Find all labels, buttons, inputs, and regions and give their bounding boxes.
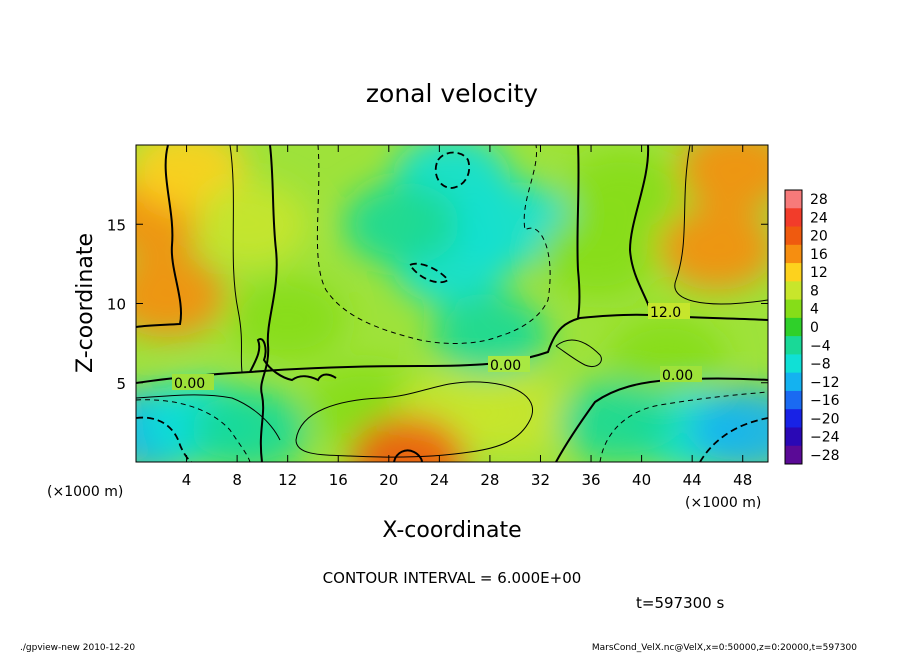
- colorbar-label: −24: [810, 430, 840, 446]
- x-tick-label: 48: [733, 471, 752, 489]
- field-blob: [678, 145, 768, 211]
- colorbar-label: 20: [810, 229, 828, 245]
- contour-dashed-lower-right-thin: [599, 391, 768, 462]
- colorbar-swatch: [785, 390, 802, 410]
- contour-zero-left: [259, 145, 278, 462]
- contour-warm-bottom: [393, 449, 423, 462]
- colorbar-swatch: [785, 281, 802, 301]
- colorbar-label: −8: [810, 357, 831, 373]
- x-unit-left: (×1000 m): [47, 484, 123, 500]
- colorbar-swatch: [785, 336, 802, 355]
- field-layer: [136, 145, 768, 462]
- colorbar-swatch: [785, 190, 802, 209]
- time-label: t=597300 s: [636, 594, 724, 612]
- x-tick-label: 16: [329, 471, 348, 489]
- x-axis-label: X-coordinate: [382, 518, 521, 543]
- field-blob: [539, 213, 656, 298]
- x-axis: 4 8 12 16 20 24 28 32 36 40 44 48: [182, 145, 752, 489]
- field-blob: [191, 388, 308, 462]
- contour-zero-left-upper: [136, 145, 182, 328]
- contour-dashed-3: [408, 262, 450, 284]
- chart-title: zonal velocity: [366, 79, 538, 108]
- colorbar-swatch: [785, 372, 802, 392]
- colorbar-swatch: [785, 263, 802, 282]
- colorbar-swatch: [785, 226, 802, 246]
- contour-dashed-lower-right: [699, 417, 768, 462]
- contour-zero-mid-vertical: [576, 145, 581, 319]
- field-blob: [343, 182, 460, 267]
- colorbar-frame: [784, 189, 803, 465]
- x-tick-label: 12: [278, 471, 297, 489]
- contour-dashed-lower-left-thin: [136, 399, 251, 462]
- colorbar-swatch: [785, 409, 802, 428]
- colorbar-label: −28: [810, 448, 840, 464]
- colorbar-swatch: [785, 244, 802, 264]
- colorbar-swatch: [785, 354, 802, 374]
- contour-thin-left: [229, 145, 243, 373]
- colorbar-label: 8: [810, 283, 819, 299]
- x-tick-label: 4: [182, 471, 192, 489]
- colorbar-label: 0: [810, 320, 819, 336]
- field-blob: [659, 206, 768, 291]
- colorbar-swatch: [785, 445, 802, 465]
- field-blob: [558, 380, 675, 462]
- field-blob: [349, 416, 466, 462]
- field-blob: [564, 150, 681, 235]
- colorbar-label: −12: [810, 375, 840, 391]
- field-blob: [457, 372, 574, 457]
- footer-right: MarsCond_VelX.nc@VelX,x=0:50000,z=0:2000…: [592, 643, 857, 653]
- x-tick-label: 32: [531, 471, 550, 489]
- colorbar-label: 24: [810, 210, 828, 226]
- field-blob: [191, 182, 308, 267]
- contour-zero-right-low: [555, 377, 768, 462]
- x-unit-right: (×1000 m): [685, 495, 761, 511]
- colorbar: 28 24 20 16 12 8 4 0 −4 −8 −12 −16 −20 −24 −28: [784, 189, 840, 465]
- contour-thin-blob: [295, 381, 533, 458]
- x-tick-label: 28: [480, 471, 499, 489]
- plot-area: 0.00 0.00 0.00 12.0: [136, 145, 768, 462]
- contour-dashed-2: [434, 151, 471, 189]
- y-tick-label: 5: [116, 375, 126, 393]
- contour-wiggle: [249, 338, 337, 382]
- footer-left: ./gpview-new 2010-12-20: [20, 643, 135, 653]
- contour-thin-right: [674, 145, 768, 305]
- y-tick-label: 10: [107, 296, 126, 314]
- contour-label: 12.0: [650, 305, 681, 321]
- field-blob: [136, 253, 226, 338]
- y-axis-label: Z-coordinate: [73, 233, 98, 373]
- colorbar-label: 4: [810, 302, 819, 318]
- contour-label: 0.00: [490, 358, 521, 374]
- colorbar-label: −20: [810, 411, 840, 427]
- contour-thin-lower-left: [136, 394, 281, 441]
- contour-zero-right-upper: [628, 145, 653, 319]
- contour-label: 0.00: [174, 376, 205, 392]
- x-tick-label: 8: [232, 471, 242, 489]
- colorbar-swatch: [785, 299, 802, 319]
- field-blob: [691, 388, 768, 462]
- x-tick-label: 40: [632, 471, 651, 489]
- colorbar-label: −4: [810, 338, 831, 354]
- contour-dashed-lower-left: [136, 416, 193, 462]
- x-tick-label: 36: [581, 471, 600, 489]
- colorbar-label: −16: [810, 393, 840, 409]
- colorbar-label: 12: [810, 265, 828, 281]
- field-blob: [229, 277, 346, 362]
- x-tick-label: 20: [379, 471, 398, 489]
- colorbar-swatch: [785, 317, 802, 337]
- contour-labels: 0.00 0.00 0.00 12.0: [172, 303, 702, 392]
- colorbar-swatch: [785, 427, 802, 447]
- contour-interval-text: CONTOUR INTERVAL = 6.000E+00: [323, 569, 582, 587]
- contour-thin-cusp: [555, 339, 602, 368]
- colorbar-label: 16: [810, 247, 828, 263]
- y-axis: 5 10 15: [107, 216, 768, 393]
- contour-label: 0.00: [662, 368, 693, 384]
- colorbar-label: 28: [810, 192, 828, 208]
- x-tick-label: 44: [683, 471, 702, 489]
- x-tick-label: 24: [430, 471, 449, 489]
- contour-dashed-1: [316, 145, 551, 344]
- colorbar-swatch: [785, 208, 802, 228]
- y-tick-label: 15: [107, 216, 126, 234]
